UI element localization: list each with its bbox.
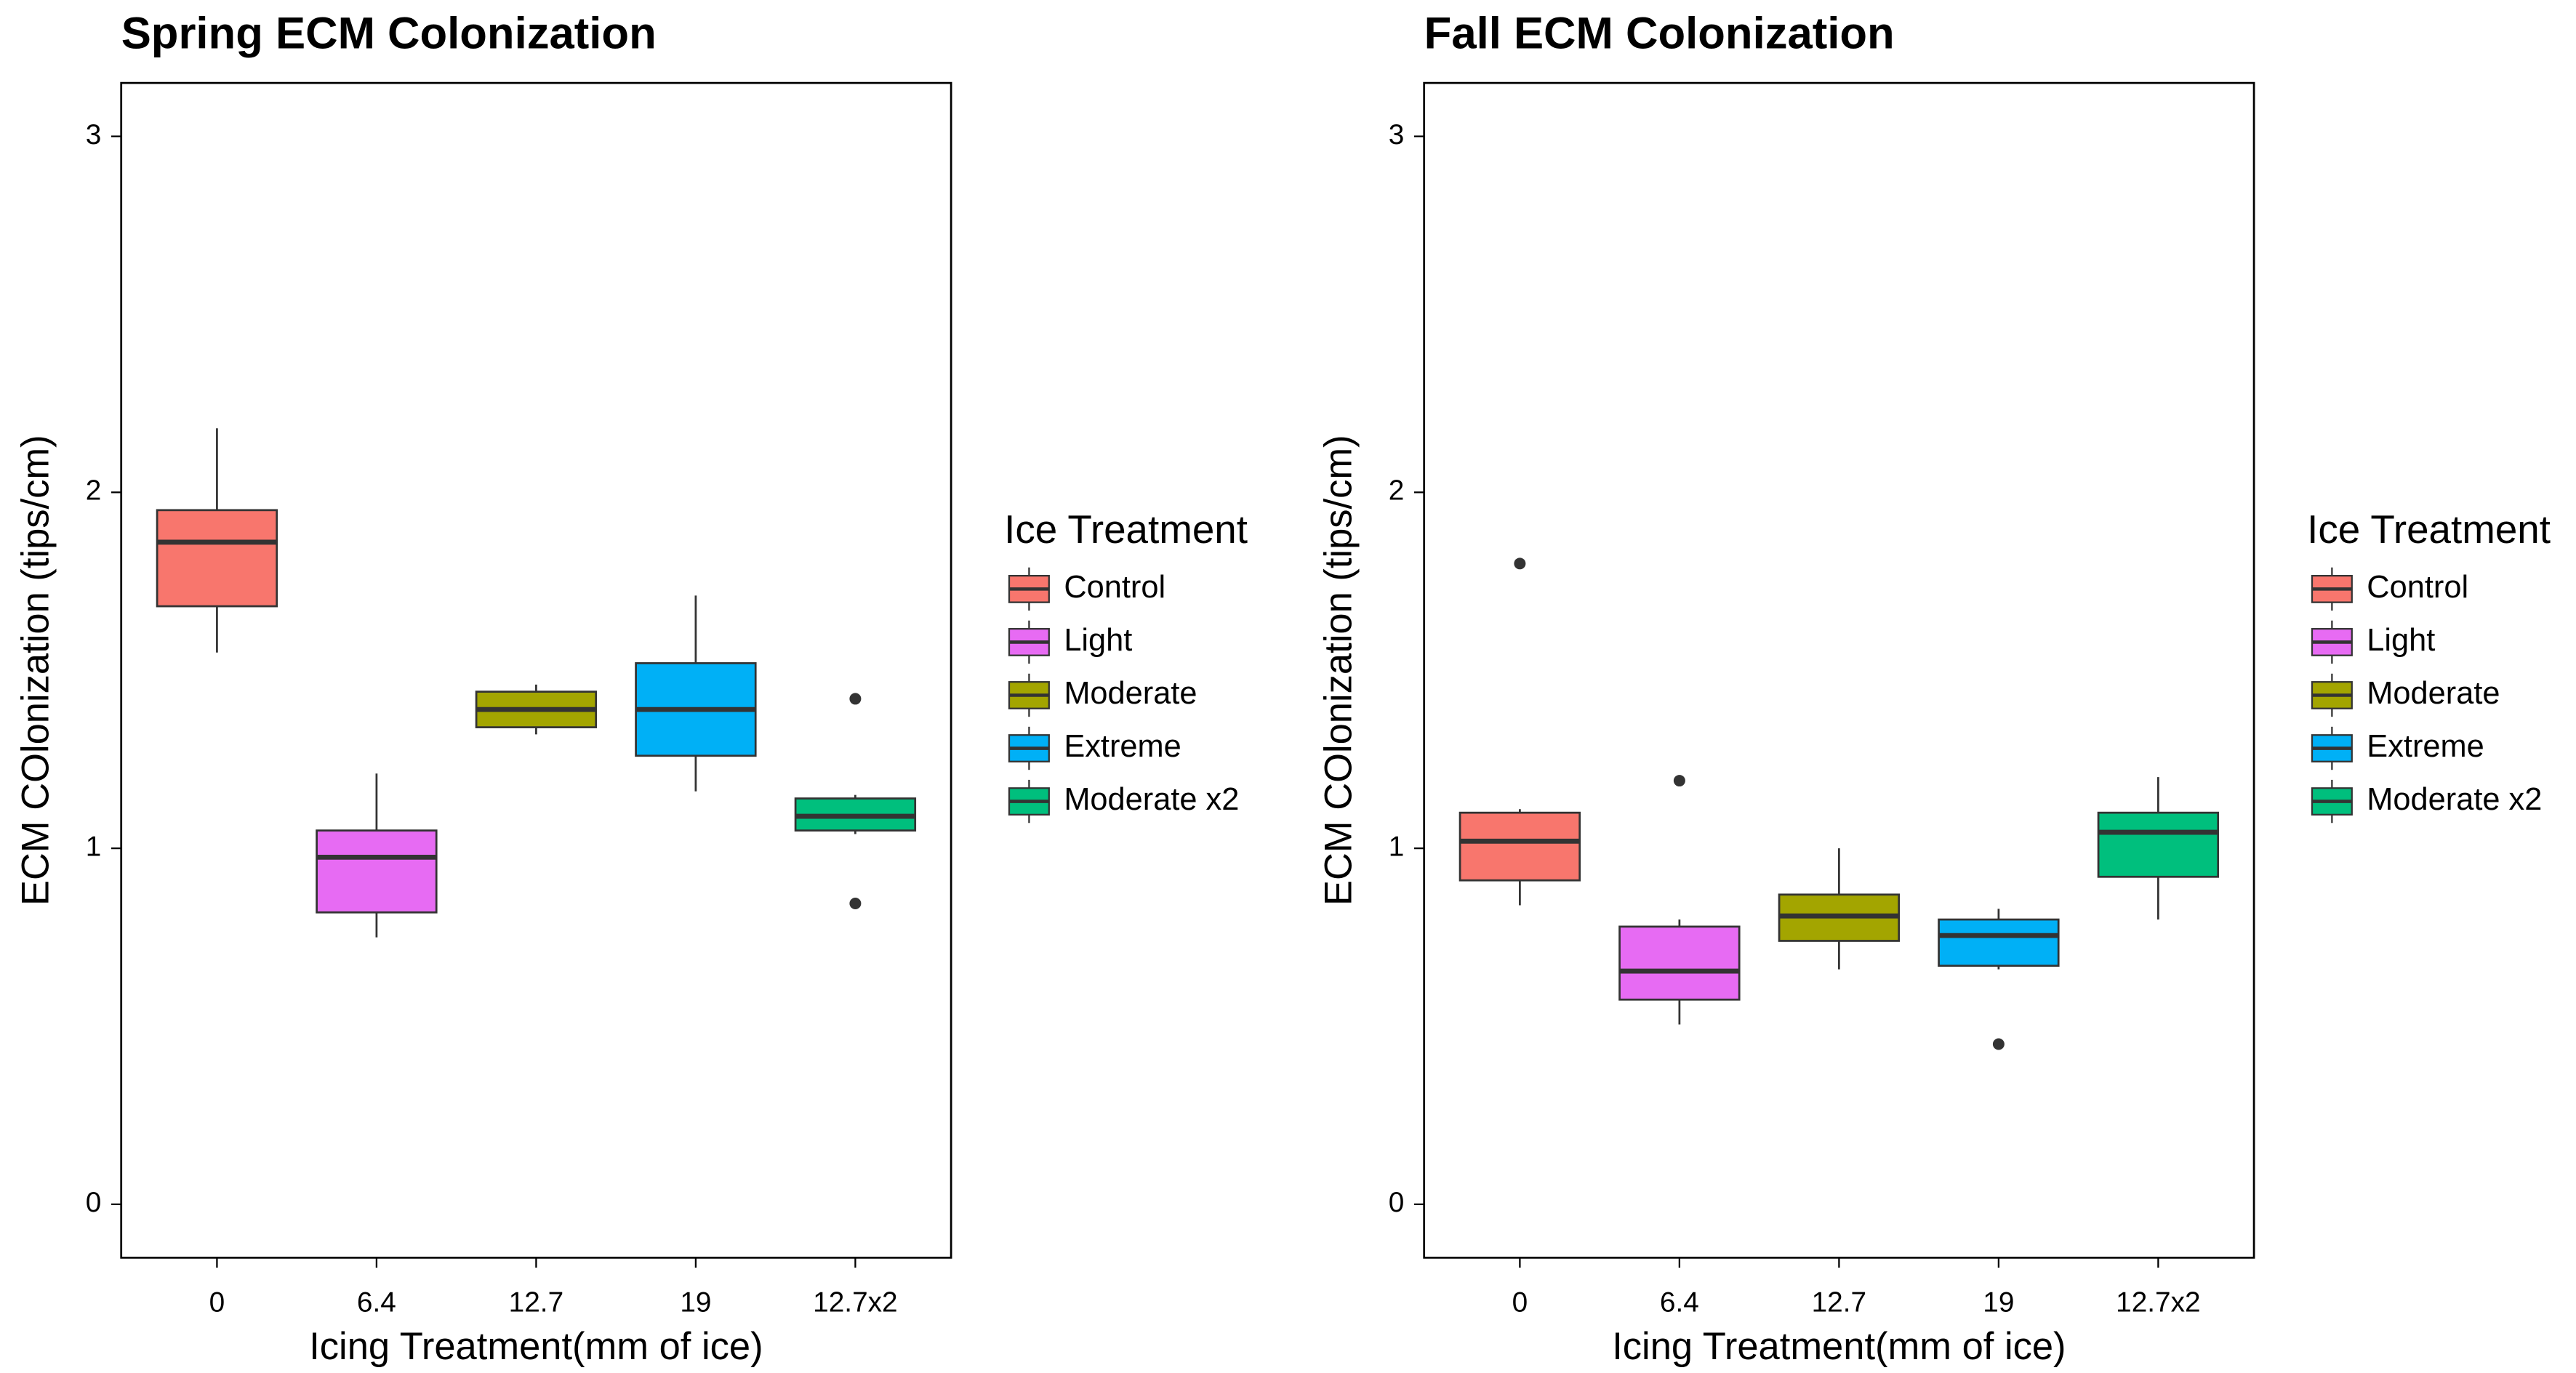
plot-frame <box>1423 81 2255 1259</box>
x-axis-label: Icing Treatment(mm of ice) <box>1612 1325 2066 1368</box>
legend-label: Moderate x2 <box>1064 782 1239 817</box>
y-tick-label: 3 <box>86 119 102 150</box>
y-tick-label: 1 <box>86 831 102 862</box>
x-tick-label: 12.7 <box>509 1287 564 1318</box>
legend-title: Ice Treatment <box>1004 507 1248 552</box>
box <box>156 509 278 608</box>
outlier <box>849 693 862 705</box>
x-tick-label: 6.4 <box>357 1287 396 1318</box>
box <box>2097 811 2220 878</box>
x-tick-label: 12.7x2 <box>813 1287 898 1318</box>
legend-label: Moderate <box>2367 676 2500 711</box>
outlier <box>849 898 862 910</box>
box <box>316 829 438 914</box>
x-tick-label: 0 <box>1512 1287 1528 1318</box>
legend-title: Ice Treatment <box>2307 507 2551 552</box>
box <box>1938 918 2060 967</box>
legend-label: Moderate <box>1064 676 1197 711</box>
y-tick-label: 2 <box>1389 475 1405 507</box>
y-axis-label: ECM COlonization (tips/cm) <box>14 435 57 906</box>
plot-frame <box>120 81 952 1259</box>
y-tick-label: 3 <box>1389 119 1405 150</box>
legend-label: Moderate x2 <box>2367 782 2542 817</box>
y-tick-label: 1 <box>1389 831 1405 862</box>
x-tick-label: 6.4 <box>1660 1287 1699 1318</box>
x-tick-label: 12.7 <box>1812 1287 1867 1318</box>
legend-label: Extreme <box>2367 729 2484 764</box>
x-tick-label: 19 <box>680 1287 711 1318</box>
y-axis-label: ECM COlonization (tips/cm) <box>1317 435 1360 906</box>
outlier <box>1514 557 1526 570</box>
legend-label: Control <box>1064 570 1165 605</box>
y-tick-label: 2 <box>86 475 102 507</box>
x-tick-label: 12.7x2 <box>2116 1287 2201 1318</box>
x-axis-label: Icing Treatment(mm of ice) <box>309 1325 763 1368</box>
legend-label: Extreme <box>1064 729 1181 764</box>
x-tick-label: 0 <box>209 1287 225 1318</box>
y-tick-label: 0 <box>1389 1187 1405 1218</box>
outlier <box>1992 1038 2005 1050</box>
y-tick-label: 0 <box>86 1187 102 1218</box>
legend-label: Control <box>2367 570 2468 605</box>
chart-title: Spring ECM Colonization <box>121 9 657 59</box>
x-tick-label: 19 <box>1983 1287 2014 1318</box>
box <box>1458 811 1581 882</box>
legend-label: Light <box>2367 623 2435 658</box>
legend-label: Light <box>1064 623 1132 658</box>
outlier <box>1673 775 1685 787</box>
box <box>1618 925 1741 1001</box>
chart-title: Fall ECM Colonization <box>1424 9 1895 59</box>
